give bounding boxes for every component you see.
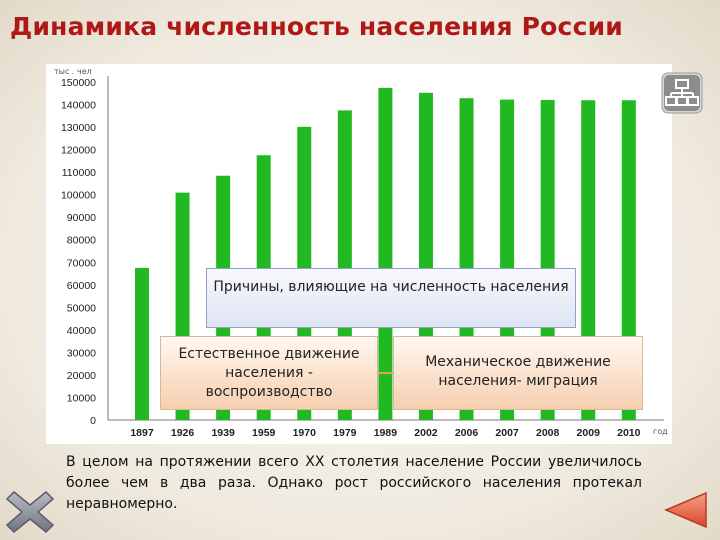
sitemap-icon[interactable] — [661, 72, 703, 114]
x-tick-label: 2010 — [617, 427, 641, 439]
y-tick-label: 40000 — [67, 325, 96, 337]
x-tick-label: 1970 — [293, 427, 317, 439]
x-tick-label: 2009 — [577, 427, 601, 439]
y-tick-label: 130000 — [61, 122, 96, 134]
y-tick-label: 0 — [90, 415, 96, 427]
summary-text: В целом на протяжении всего ХХ столетия … — [66, 454, 642, 512]
y-tick-label: 50000 — [67, 302, 96, 314]
y-tick-label: 60000 — [67, 280, 96, 292]
x-tick-label: 2007 — [495, 427, 519, 439]
y-tick-label: 90000 — [67, 212, 96, 224]
x-tick-label: 1979 — [333, 427, 357, 439]
y-tick-label: 100000 — [61, 190, 96, 202]
page-title: Динамика численность населения России — [10, 12, 624, 41]
natural-movement-box: Естественное движение населения - воспро… — [160, 336, 378, 410]
x-tick-label: 1926 — [171, 427, 195, 439]
y-axis-unit: тыс . чел — [54, 67, 92, 76]
y-tick-label: 70000 — [67, 257, 96, 269]
y-tick-label: 10000 — [67, 392, 96, 404]
y-tick-label: 140000 — [61, 100, 96, 112]
back-arrow-icon[interactable] — [662, 490, 712, 530]
y-tick-label: 80000 — [67, 235, 96, 247]
y-tick-label: 150000 — [61, 77, 96, 89]
y-tick-label: 110000 — [62, 167, 96, 179]
x-tick-label: 1897 — [130, 427, 154, 439]
x-tick-label: 1959 — [252, 427, 276, 439]
causes-box: Причины, влияющие на численность населен… — [206, 268, 576, 328]
x-tick-label: 2002 — [414, 427, 438, 439]
x-tick-label: 2006 — [455, 427, 479, 439]
x-tick-label: 1989 — [374, 427, 398, 439]
bar-1897 — [135, 267, 149, 420]
x-tick-label: 1939 — [211, 427, 235, 439]
mechanical-movement-box: Механическое движение населения- миграци… — [393, 336, 643, 410]
close-icon[interactable] — [4, 488, 56, 536]
boxes-connector — [378, 372, 393, 374]
y-tick-label: 120000 — [61, 145, 96, 157]
y-tick-label: 30000 — [67, 347, 96, 359]
x-tick-label: 2008 — [536, 427, 560, 439]
bar-1989 — [378, 87, 393, 420]
y-tick-label: 20000 — [67, 370, 96, 382]
x-axis-unit: год — [653, 427, 668, 436]
